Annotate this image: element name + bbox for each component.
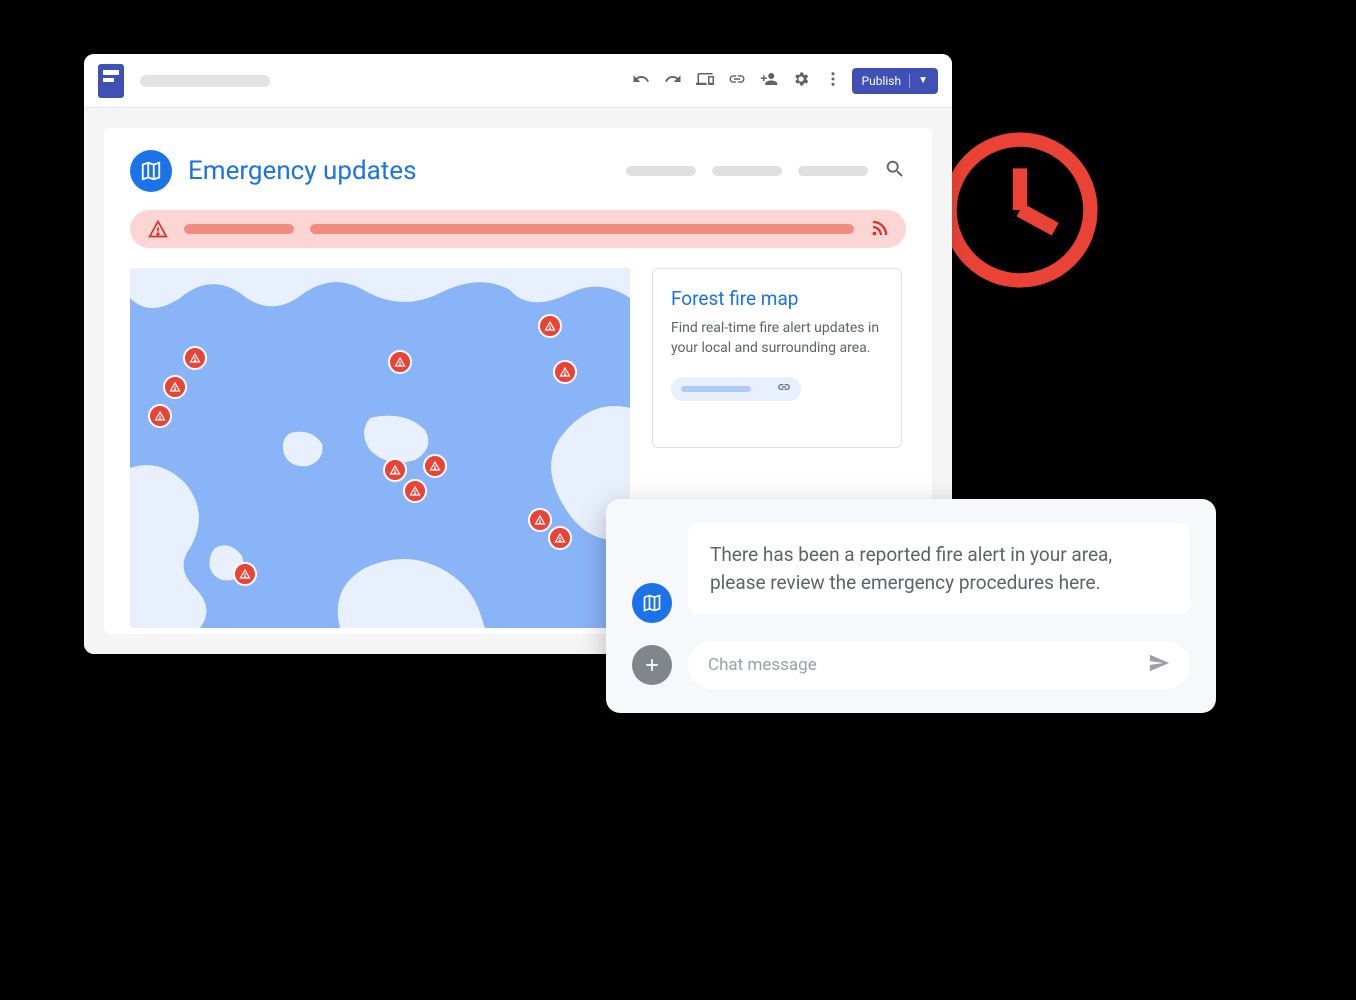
clock-decoration [940, 130, 1100, 290]
card-body: Find real-time fire alert updates in you… [671, 318, 883, 359]
map-fire-pin[interactable] [538, 314, 562, 338]
map-fire-pin[interactable] [528, 508, 552, 532]
card-link-pill[interactable] [671, 377, 801, 401]
warning-icon [148, 219, 168, 239]
map-fire-pin[interactable] [548, 526, 572, 550]
publish-label: Publish [862, 74, 902, 88]
map-fire-pin[interactable] [183, 346, 207, 370]
chat-input[interactable]: Chat message [688, 641, 1190, 689]
chat-message-text: There has been a reported fire alert in … [710, 543, 1112, 594]
nav-placeholder-links [626, 158, 906, 184]
search-icon[interactable] [884, 158, 906, 184]
page-logo-map-icon [130, 150, 172, 192]
publish-button[interactable]: Publish ▼ [852, 68, 938, 94]
nav-stub[interactable] [798, 166, 868, 176]
chat-add-button[interactable] [632, 645, 672, 685]
card-title: Forest fire map [671, 287, 883, 310]
alert-text-stub [184, 224, 294, 234]
page-title: Emergency updates [188, 156, 417, 186]
devices-icon[interactable] [696, 70, 714, 92]
settings-icon[interactable] [792, 70, 810, 92]
alert-banner[interactable] [130, 210, 906, 248]
nav-stub[interactable] [626, 166, 696, 176]
rss-icon[interactable] [870, 220, 888, 238]
map-fire-pin[interactable] [403, 479, 427, 503]
chat-widget: There has been a reported fire alert in … [606, 499, 1216, 713]
send-icon[interactable] [1148, 652, 1170, 679]
chat-message-bubble: There has been a reported fire alert in … [688, 523, 1190, 614]
link-text-stub [681, 386, 751, 392]
map-fire-pin[interactable] [233, 562, 257, 586]
link-icon[interactable] [728, 70, 746, 92]
doc-title-placeholder[interactable] [140, 75, 270, 87]
link-icon [777, 379, 791, 398]
map-fire-pin[interactable] [148, 404, 172, 428]
undo-icon[interactable] [632, 70, 650, 92]
chat-input-placeholder: Chat message [708, 655, 817, 675]
map-fire-pin[interactable] [388, 350, 412, 374]
toolbar: Publish ▼ [84, 54, 952, 108]
alert-text-stub [310, 224, 854, 234]
map-fire-pin[interactable] [423, 454, 447, 478]
sites-app-icon[interactable] [98, 64, 124, 98]
map-panel[interactable] [130, 268, 630, 628]
forest-fire-card: Forest fire map Find real-time fire aler… [652, 268, 902, 448]
map-fire-pin[interactable] [383, 458, 407, 482]
chat-bot-avatar-map-icon [632, 583, 672, 623]
map-fire-pin[interactable] [163, 375, 187, 399]
person-add-icon[interactable] [760, 70, 778, 92]
more-vert-icon[interactable] [824, 70, 842, 92]
nav-stub[interactable] [712, 166, 782, 176]
redo-icon[interactable] [664, 70, 682, 92]
map-fire-pin[interactable] [553, 360, 577, 384]
publish-dropdown-caret[interactable]: ▼ [918, 75, 928, 86]
